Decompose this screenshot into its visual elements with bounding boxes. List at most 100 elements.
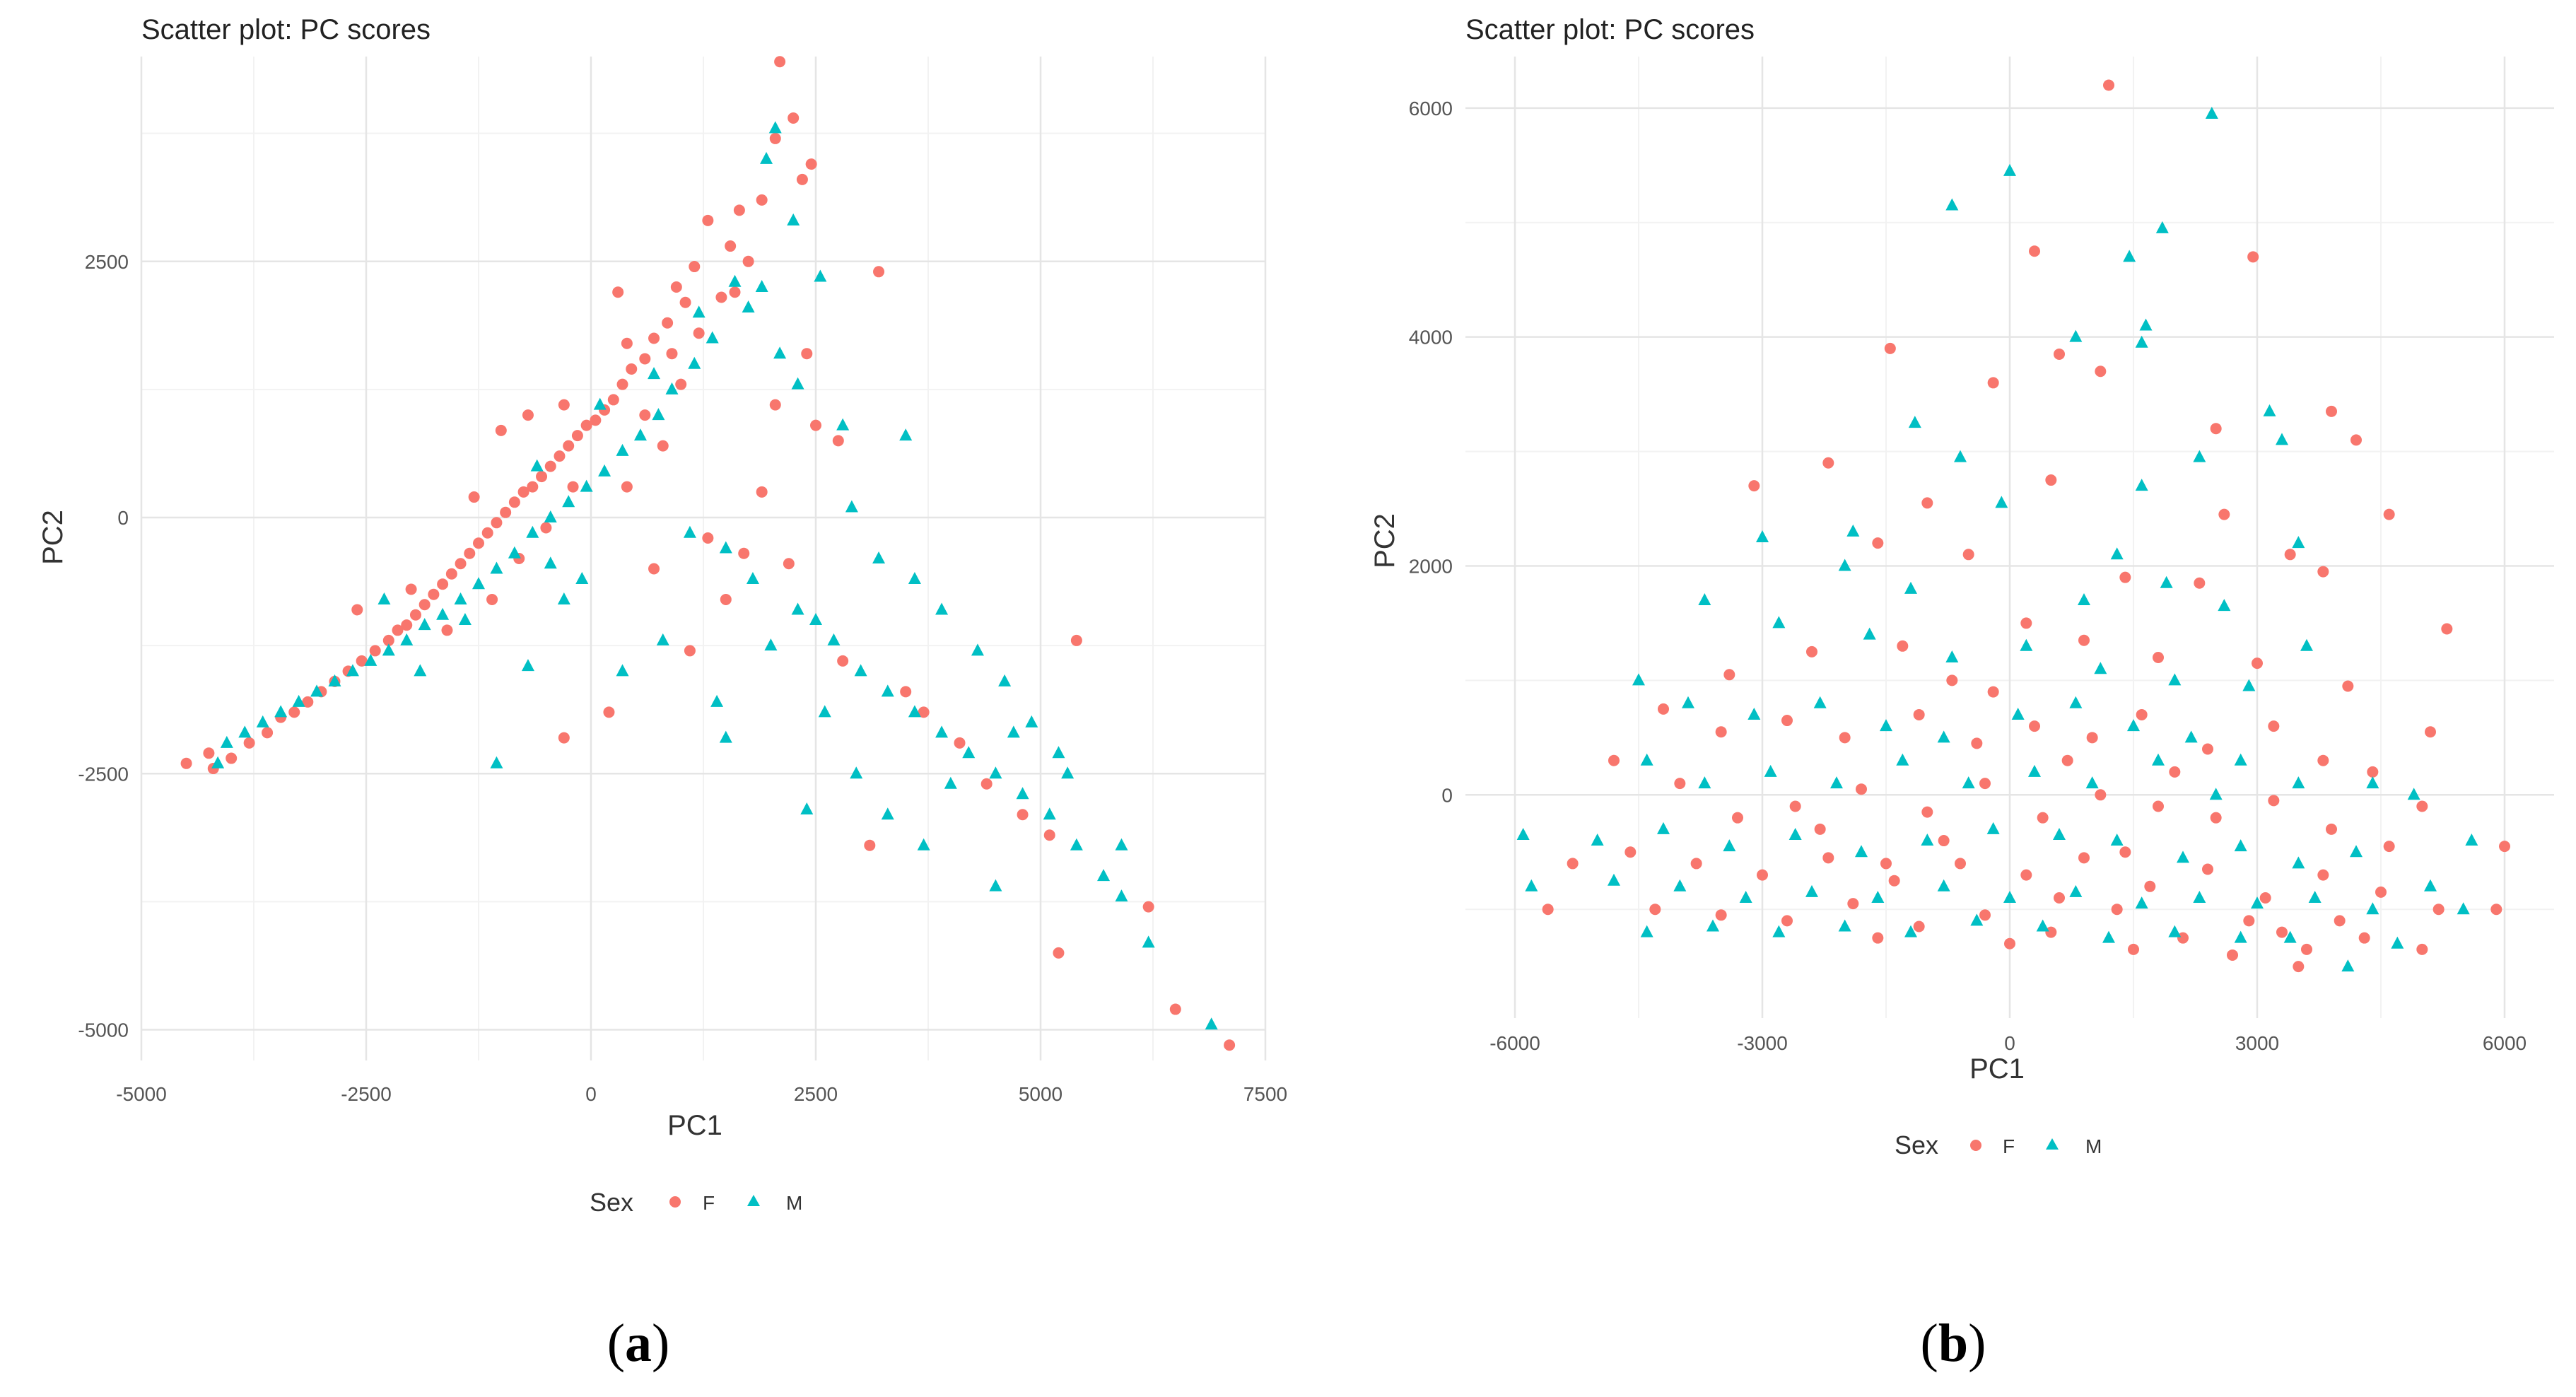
chart-a-point-male [1142,935,1155,948]
chart-a-point-female [554,450,566,462]
chart-b-point-female [2061,754,2073,766]
chart-a-point-male [845,500,858,513]
chart-a-point-female [702,532,714,544]
chart-b-point-male [2139,318,2153,331]
chart-a-point-male [764,638,778,651]
chart-a-point-male [809,612,822,625]
chart-a-point-female [540,522,552,534]
chart-a-point-female [401,619,413,631]
chart-b-point-female [2259,892,2271,904]
chart-a-point-female [612,286,624,298]
chart-b-point-male [1640,753,1653,766]
chart-b-point-male [2085,776,2099,789]
chart-b-point-male [2078,593,2090,606]
chart-a-point-male [238,725,252,738]
chart-b-point-female [2095,789,2107,801]
chart-b-point-male [2407,788,2420,800]
chart-b-point-female [2136,708,2148,720]
chart-a-point-male [908,571,921,584]
chart-b-point-female [1781,915,1793,927]
chart-a-point-female [689,261,701,273]
chart-b-point-female [1979,778,1991,790]
chart-a-point-female [481,527,493,539]
scatter-chart-a: Scatter plot: PC scores -5000 -2500 0 2500 5… [37,14,1287,1373]
chart-a-point-male [881,807,894,820]
chart-a-point-female [616,378,628,390]
chart-a-point-female [900,686,912,698]
chart-a-point-male [652,408,665,421]
chart-a-point-female [621,337,633,349]
chart-a-point-male [962,746,976,759]
chart-a-point-female [536,471,548,483]
chart-b-point-male [2003,163,2016,176]
chart-a-point-male [688,356,701,369]
chart-b-point-male [1813,696,1827,708]
chart-a-point-female [918,706,930,718]
chart-a-point-male [971,643,984,656]
chart-a-point-female [392,624,404,636]
chart-b-point-female [2020,869,2032,881]
chart-a-point-female [527,481,539,493]
chart-a-point-male [292,694,305,707]
chart-a-point-female [567,481,579,493]
chart-a-point-female [544,460,556,472]
chart-a-point-female [756,194,768,206]
chart-b-point-male [1838,919,1851,932]
chart-a-point-female [302,696,314,708]
chart-b-legend-male-label: M [2085,1135,2102,1157]
chart-a-point-male [377,592,391,604]
chart-a-point-male [760,151,773,164]
chart-a-point-female [262,727,274,739]
chart-a-point-male [836,418,850,431]
chart-a-point-female [1224,1039,1236,1051]
chart-a-point-female [788,112,800,124]
chart-b-point-female [2194,577,2206,589]
chart-a-point-male [881,684,894,697]
chart-b-point-male [1788,827,1802,840]
chart-a-point-male [346,664,359,677]
chart-b-point-female [1987,686,1999,698]
chart-b-point-male [2308,891,2322,903]
chart-a-point-female [873,266,885,278]
chart-a-point-female [769,399,781,411]
chart-b-point-male [1896,753,1909,766]
chart-b-point-male [1846,524,1860,537]
chart-a-point-male [220,735,233,748]
chart-a-point-male [256,715,269,727]
chart-a-y-tick-label: 2500 [85,251,129,273]
chart-b-x-tick-label: 3000 [2235,1032,2279,1054]
chart-b-point-female [1913,920,1925,933]
chart-b-point-male [1772,616,1786,629]
chart-b-x-tick-label: 6000 [2483,1032,2527,1054]
chart-a-point-male [418,618,431,631]
chart-b-point-female [2177,932,2189,944]
chart-a-point-female [715,291,727,303]
chart-a-point-female [418,599,431,611]
chart-b-point-male [1525,879,1538,892]
chart-b-point-male [2160,575,2173,588]
chart-a-point-male [787,213,800,226]
chart-a-point-male [544,510,557,523]
chart-a-point-male [1007,725,1020,738]
chart-a-point-male [211,756,225,768]
chart-b-point-male [1756,530,1769,542]
chart-a-point-female [621,481,633,493]
chart-b-point-female [2037,812,2049,824]
chart-a-point-female [801,348,813,360]
chart-a-point-male [521,659,534,672]
chart-b-point-female [2095,366,2107,378]
chart-a-point-male [768,121,782,134]
chart-a-point-male [364,653,377,666]
chart-a-legend-female-label: F [703,1192,715,1214]
chart-a-point-female [563,440,575,452]
chart-b-point-male [2020,638,2033,651]
chart-a-point-female [1169,1003,1181,1015]
chart-b-point-male [2135,335,2148,348]
chart-a-point-female [805,158,817,170]
chart-b-point-female [2045,474,2057,486]
chart-b-point-female [2218,508,2230,520]
chart-b-point-male [1945,650,1959,662]
chart-b-point-male [2094,662,2107,674]
chart-a-point-female [657,440,669,452]
chart-b-point-male [1723,839,1736,852]
